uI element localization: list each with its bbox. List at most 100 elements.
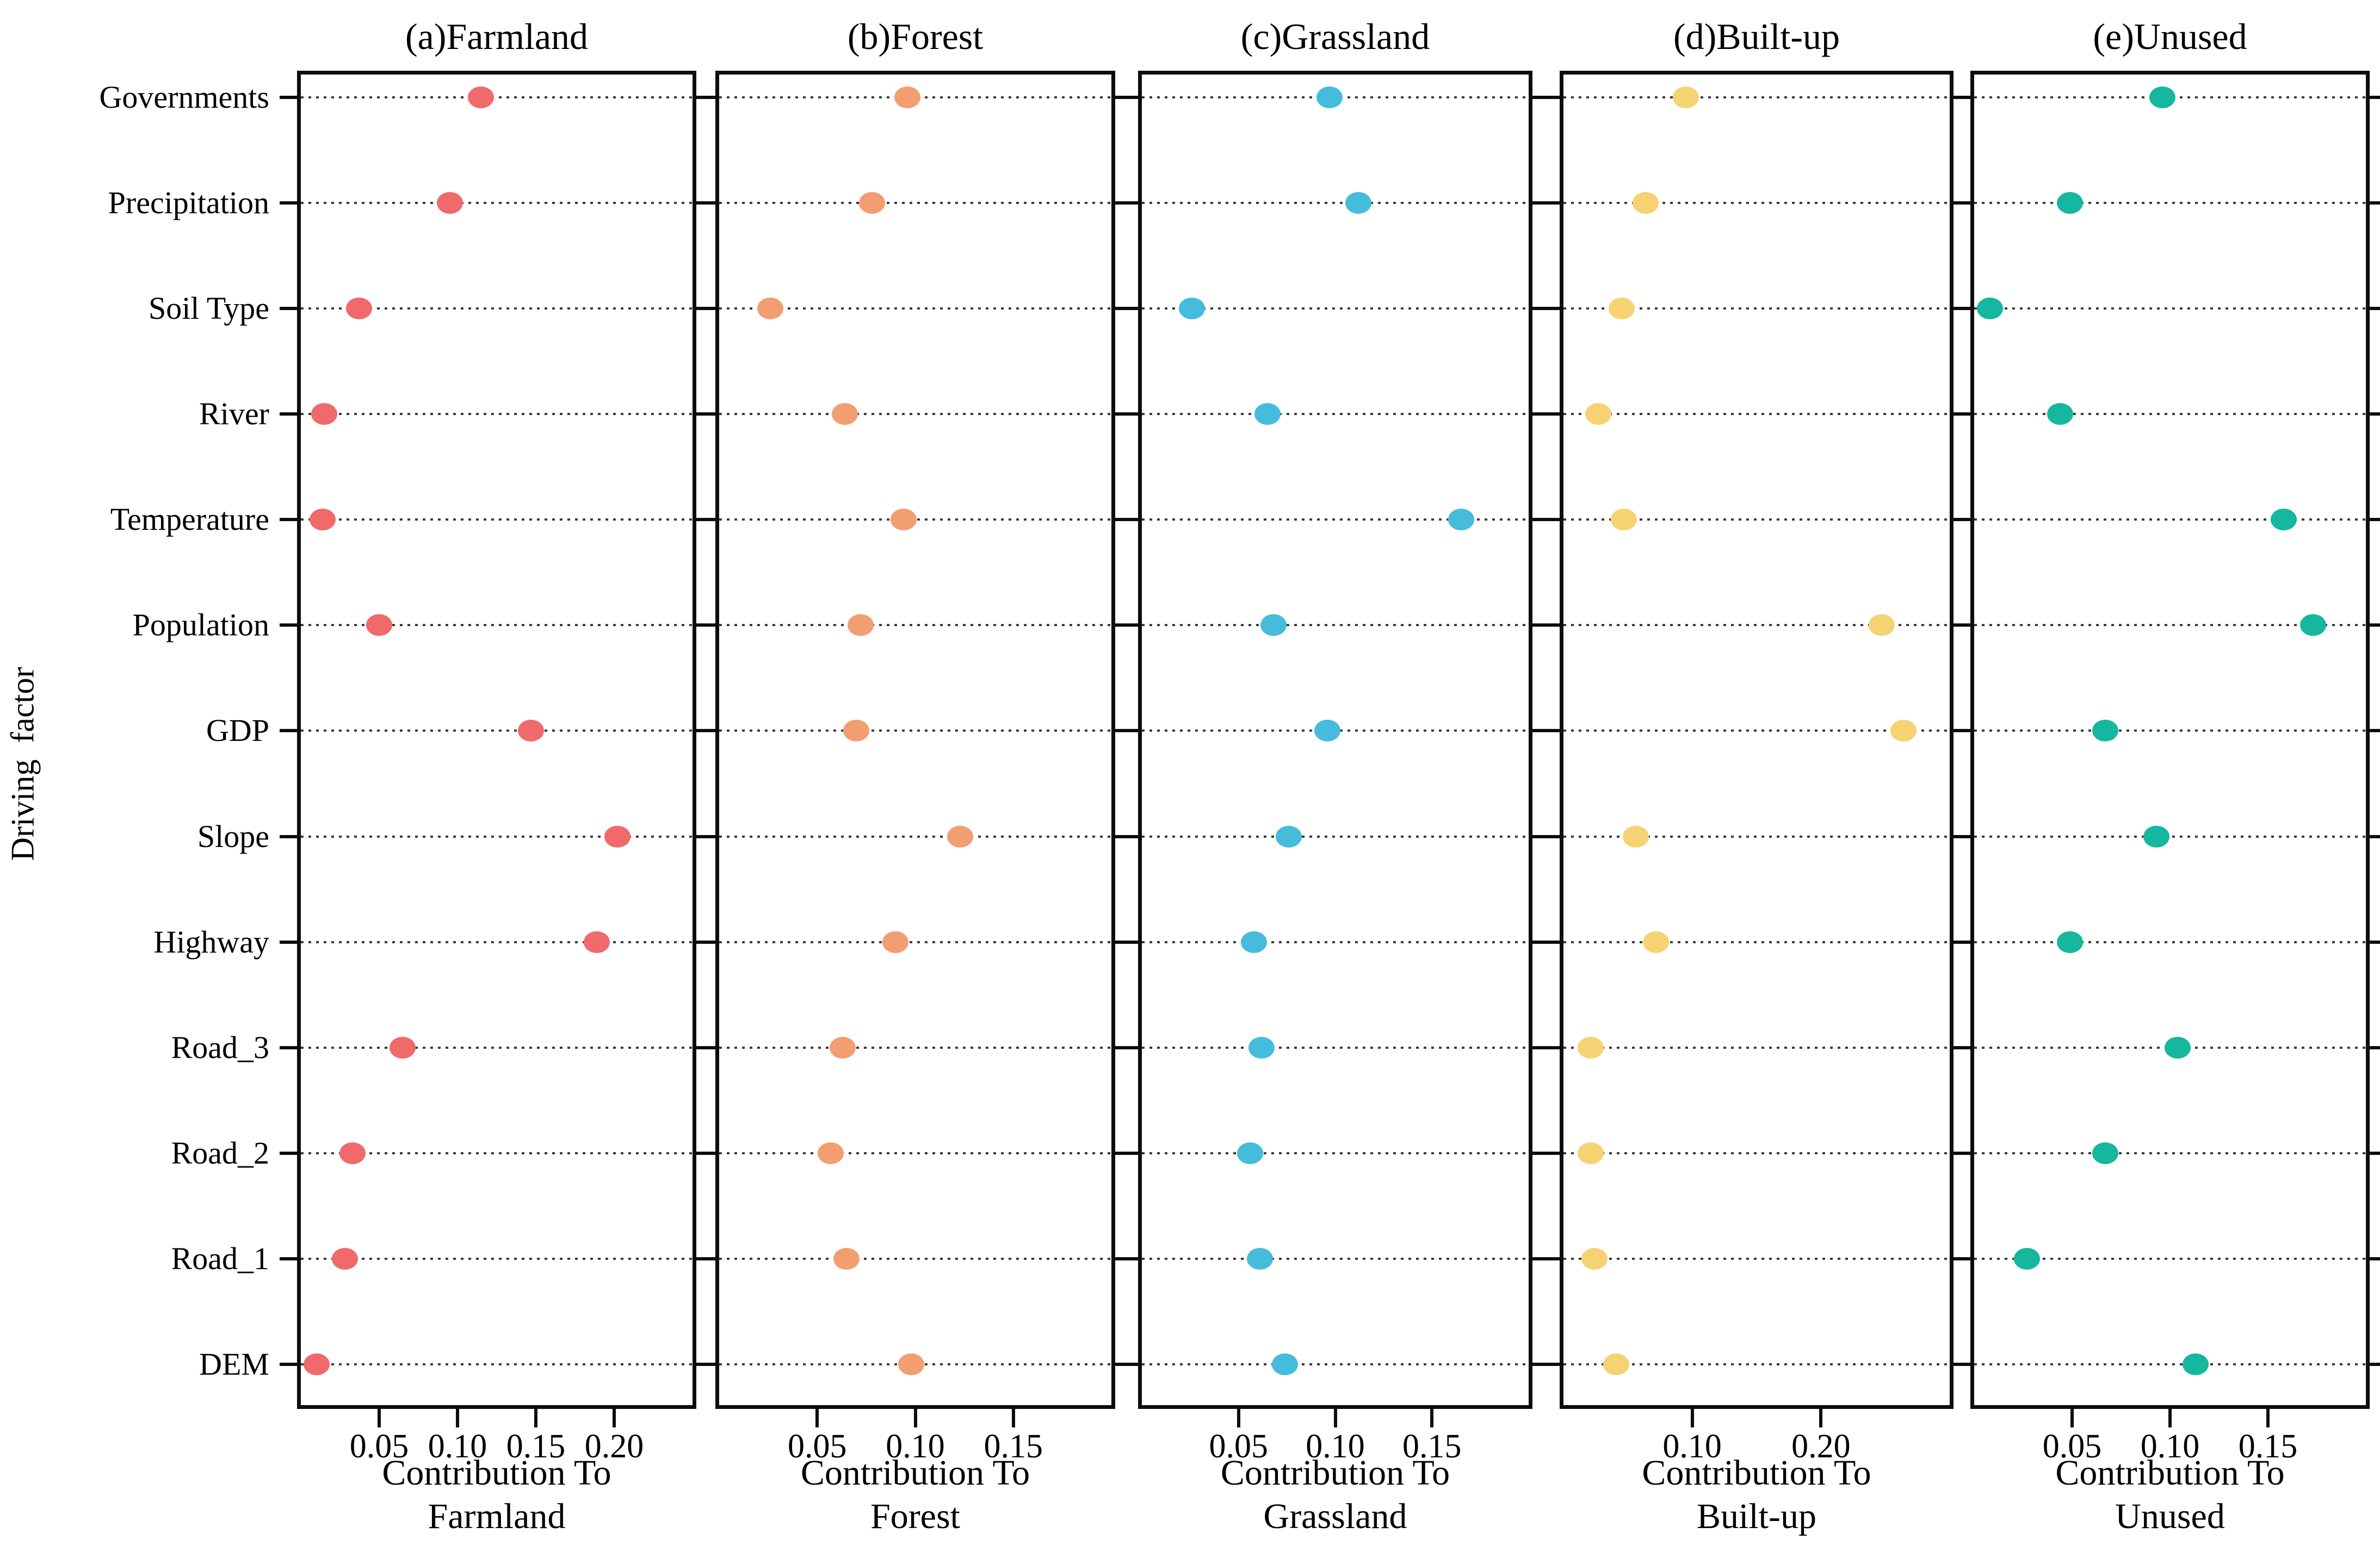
gridline-river [1563, 413, 1950, 416]
data-point-soil-type [1179, 298, 1206, 320]
data-point-road-1 [1581, 1247, 1608, 1270]
data-point-dem [898, 1353, 925, 1375]
panel-title-c-grassland: (c)Grassland [1240, 16, 1430, 57]
data-point-slope [1276, 825, 1302, 848]
y-tick-mark-left [1121, 201, 1138, 205]
gridline-precipitation [1142, 202, 1529, 205]
y-tick-mark-left [1953, 834, 1970, 838]
data-point-river [2047, 403, 2074, 425]
gridline-road-1 [1142, 1257, 1529, 1260]
y-tick-mark-left [1542, 201, 1560, 205]
data-point-slope [947, 825, 974, 848]
gridline-road-1 [301, 1257, 693, 1260]
gridline-slope [1142, 835, 1529, 838]
data-point-river [311, 403, 338, 425]
y-tick-mark-left [280, 623, 297, 627]
y-tick-label-governments: Governments [99, 79, 270, 115]
y-tick-mark-right [1532, 729, 1550, 733]
y-tick-mark-left [1542, 834, 1560, 838]
gridline-precipitation [1563, 202, 1950, 205]
gridline-population [719, 624, 1111, 627]
y-tick-mark-left [280, 1151, 297, 1155]
y-tick-mark-left [1953, 940, 1970, 944]
data-point-road-3 [1577, 1036, 1604, 1059]
y-tick-mark-right [1532, 940, 1550, 944]
y-tick-mark-left [1542, 1046, 1560, 1049]
panel-a-farmland [280, 71, 714, 1409]
y-tick-mark-left [280, 834, 297, 838]
y-tick-mark-right [1532, 623, 1550, 627]
y-tick-mark-left [280, 1046, 297, 1049]
y-tick-mark-left [1542, 623, 1560, 627]
y-tick-label-temperature: Temperature [110, 502, 269, 537]
y-tick-mark-left [280, 201, 297, 205]
y-tick-mark-left [698, 1151, 715, 1155]
gridline-slope [719, 835, 1111, 838]
y-tick-mark-left [1121, 729, 1138, 733]
gridline-dem [1142, 1363, 1529, 1365]
data-point-temperature [1448, 509, 1474, 531]
y-tick-mark-right [1532, 1362, 1550, 1366]
x-tick-mark [1430, 1409, 1434, 1427]
gridline-temperature [301, 518, 693, 521]
y-tick-mark-left [1542, 412, 1560, 416]
y-tick-mark-right [1532, 412, 1550, 416]
gridline-temperature [1142, 518, 1529, 521]
data-point-precipitation [436, 192, 463, 214]
gridline-road-2 [301, 1152, 693, 1154]
y-tick-label-population: Population [132, 607, 269, 643]
y-tick-mark-left [698, 201, 715, 205]
y-tick-mark-left [1953, 1257, 1970, 1260]
gridline-road-2 [719, 1152, 1111, 1154]
y-tick-mark-left [698, 412, 715, 416]
data-point-road-2 [1577, 1142, 1604, 1164]
gridline-soil-type [1974, 307, 2366, 310]
y-tick-mark-right [2370, 623, 2380, 627]
gridline-precipitation [719, 202, 1111, 205]
data-point-governments [468, 86, 494, 108]
y-tick-mark-left [280, 1257, 297, 1260]
data-point-precipitation [2057, 192, 2084, 214]
y-tick-mark-left [1121, 1151, 1138, 1155]
data-point-highway [584, 931, 610, 953]
y-tick-mark-left [698, 940, 715, 944]
gridline-governments [301, 96, 693, 98]
gridline-highway [719, 941, 1111, 943]
y-tick-mark-left [1953, 412, 1970, 416]
y-tick-mark-left [1542, 1257, 1560, 1260]
y-tick-mark-left [698, 96, 715, 99]
y-tick-mark-left [698, 518, 715, 522]
y-tick-mark-left [280, 729, 297, 733]
y-tick-mark-right [2370, 307, 2380, 311]
y-tick-mark-left [1121, 940, 1138, 944]
data-point-road-3 [1248, 1036, 1275, 1059]
y-tick-label-dem: DEM [199, 1346, 269, 1382]
x-tick-mark [2266, 1409, 2270, 1427]
data-point-soil-type [1976, 298, 2003, 320]
y-tick-mark-left [1953, 1362, 1970, 1366]
data-point-river [831, 403, 858, 425]
data-point-temperature [1611, 509, 1637, 531]
y-tick-mark-left [280, 307, 297, 311]
y-tick-mark-left [1953, 1046, 1970, 1049]
gridline-road-3 [1563, 1046, 1950, 1049]
data-point-precipitation [1633, 192, 1659, 214]
gridline-precipitation [1974, 202, 2366, 205]
data-point-gdp [843, 720, 870, 742]
data-point-slope [604, 825, 630, 848]
y-tick-mark-left [1953, 1151, 1970, 1155]
y-tick-mark-right [2370, 1362, 2380, 1366]
data-point-governments [894, 86, 921, 108]
data-point-road-2 [818, 1142, 844, 1164]
data-point-population [366, 614, 392, 636]
y-tick-mark-right [2370, 96, 2380, 99]
x-tick-mark [534, 1409, 537, 1427]
data-point-river [1585, 403, 1611, 425]
gridline-soil-type [1563, 307, 1950, 310]
data-point-road-2 [1237, 1142, 1264, 1164]
x-tick-label: 0.20 [584, 1428, 644, 1465]
y-tick-mark-left [1953, 729, 1970, 733]
data-point-soil-type [757, 298, 783, 320]
gridline-population [1563, 624, 1950, 627]
